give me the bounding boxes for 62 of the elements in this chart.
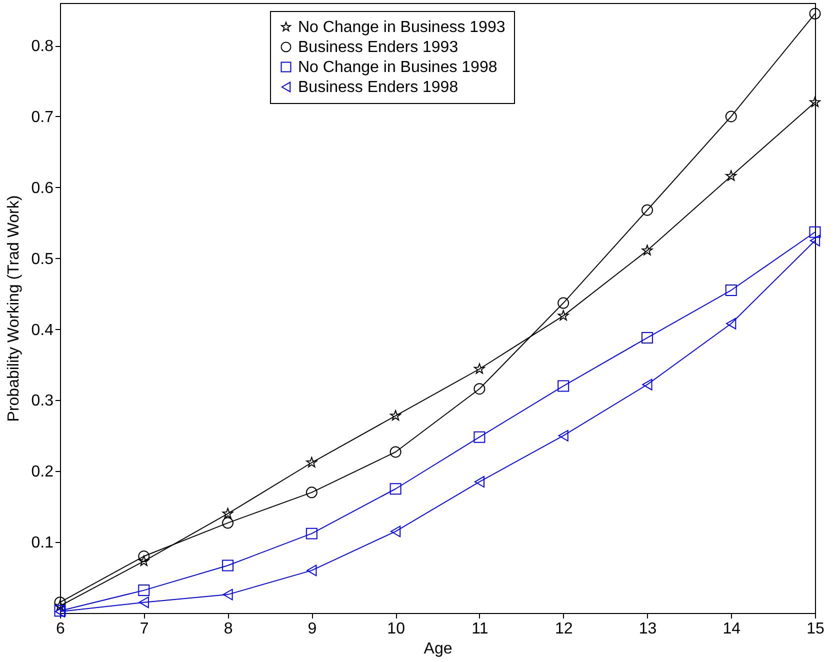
point xyxy=(222,560,234,572)
point xyxy=(558,310,569,321)
point xyxy=(641,332,653,344)
y-tick-label: 0.7 xyxy=(31,108,54,126)
point xyxy=(306,456,318,468)
point xyxy=(390,446,402,458)
y-tick-label: 0.8 xyxy=(31,38,54,56)
y-tick-label: 0.2 xyxy=(31,464,54,481)
point xyxy=(809,226,821,238)
point xyxy=(54,596,66,608)
x-tick-label: 8 xyxy=(224,620,233,638)
point xyxy=(641,204,653,216)
point xyxy=(642,244,653,256)
point xyxy=(558,297,570,309)
y-tick-label: 0.3 xyxy=(31,392,54,410)
point xyxy=(726,170,737,181)
y-tick-label: 0.5 xyxy=(31,250,54,268)
point xyxy=(54,600,66,611)
point xyxy=(306,564,317,576)
legend-label: Business Enders 1993 xyxy=(298,39,458,56)
x-tick-label: 13 xyxy=(638,620,657,638)
point xyxy=(306,486,318,498)
point xyxy=(725,284,737,296)
legend-label: No Change in Busines 1998 xyxy=(298,59,498,76)
point xyxy=(222,588,233,600)
point xyxy=(138,555,150,566)
x-axis-title: Age xyxy=(424,640,452,658)
point xyxy=(474,476,484,488)
point xyxy=(138,596,149,608)
y-tick-label: 0.6 xyxy=(31,180,54,197)
point xyxy=(474,431,486,443)
point xyxy=(726,318,736,330)
y-tick-label: 0.4 xyxy=(31,322,54,339)
point xyxy=(222,517,234,529)
point xyxy=(642,378,652,390)
point xyxy=(810,234,820,246)
x-tick-label: 10 xyxy=(387,620,406,638)
legend-label: No Change in Business 1993 xyxy=(298,19,506,36)
point xyxy=(390,410,402,421)
point xyxy=(138,550,150,562)
point xyxy=(558,380,570,392)
point xyxy=(558,430,568,442)
y-axis-title: Probability Working (Trad Work) xyxy=(5,195,22,422)
point xyxy=(222,508,234,518)
point xyxy=(138,584,150,596)
point xyxy=(390,526,401,538)
point xyxy=(474,363,485,374)
x-tick-label: 15 xyxy=(806,620,824,638)
point xyxy=(306,528,318,540)
y-tick-label: 0.1 xyxy=(31,534,54,552)
x-tick-label: 12 xyxy=(554,620,573,638)
x-tick-label: 6 xyxy=(56,620,66,638)
legend-label: Business Enders 1998 xyxy=(298,79,458,96)
x-tick-label: 7 xyxy=(140,620,149,638)
x-tick-label: 9 xyxy=(308,620,317,638)
point xyxy=(725,110,737,122)
point xyxy=(809,8,821,20)
x-tick-label: 11 xyxy=(472,620,488,638)
point xyxy=(474,383,486,395)
point xyxy=(810,96,820,108)
point xyxy=(390,483,402,495)
x-tick-label: 14 xyxy=(722,620,741,638)
